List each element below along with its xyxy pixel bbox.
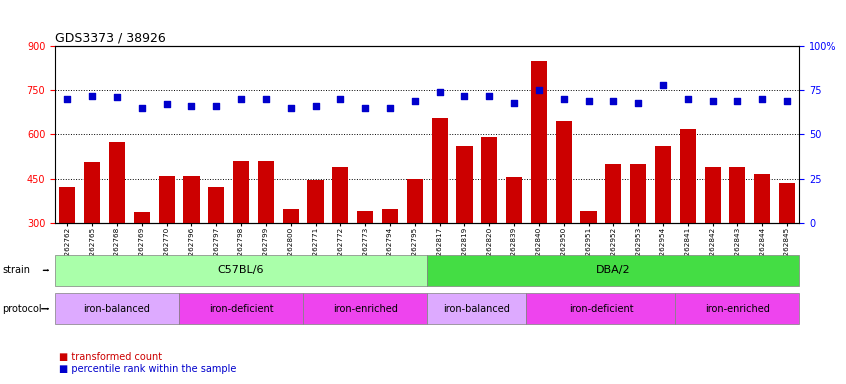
Bar xyxy=(506,177,522,223)
Point xyxy=(408,98,421,104)
Point xyxy=(731,98,744,104)
Bar xyxy=(208,187,224,223)
Point xyxy=(607,98,620,104)
Point xyxy=(309,103,322,109)
Bar xyxy=(258,161,274,223)
Point xyxy=(508,99,521,106)
Point xyxy=(383,105,397,111)
Text: protocol: protocol xyxy=(3,304,42,314)
Point xyxy=(61,96,74,102)
Point xyxy=(234,96,248,102)
Bar xyxy=(184,175,200,223)
Text: GDS3373 / 38926: GDS3373 / 38926 xyxy=(55,31,166,44)
Bar xyxy=(109,142,125,223)
Bar xyxy=(332,167,349,223)
Point xyxy=(656,82,670,88)
Bar xyxy=(679,129,696,223)
Point xyxy=(532,87,546,93)
Bar xyxy=(283,210,299,223)
Text: DBA/2: DBA/2 xyxy=(596,265,630,275)
Bar xyxy=(779,183,795,223)
Text: ■ transformed count: ■ transformed count xyxy=(59,352,162,362)
Point xyxy=(359,105,372,111)
Bar xyxy=(158,175,175,223)
Bar xyxy=(754,174,771,223)
Text: iron-deficient: iron-deficient xyxy=(569,304,634,314)
Text: ■ percentile rank within the sample: ■ percentile rank within the sample xyxy=(59,364,237,374)
Point xyxy=(557,96,570,102)
Bar xyxy=(556,121,572,223)
Bar xyxy=(233,161,250,223)
Point xyxy=(135,105,149,111)
Bar xyxy=(605,164,622,223)
Bar xyxy=(59,187,75,223)
Bar xyxy=(357,211,373,223)
Point xyxy=(458,93,471,99)
Bar xyxy=(407,179,423,223)
Point xyxy=(755,96,769,102)
Point xyxy=(433,89,447,95)
Bar xyxy=(481,137,497,223)
Point xyxy=(631,99,645,106)
Bar xyxy=(307,180,324,223)
Text: iron-enriched: iron-enriched xyxy=(332,304,398,314)
Text: C57BL/6: C57BL/6 xyxy=(218,265,264,275)
Point xyxy=(259,96,272,102)
Bar xyxy=(84,162,101,223)
Point xyxy=(184,103,198,109)
Bar xyxy=(630,164,646,223)
Bar xyxy=(729,167,745,223)
Point xyxy=(482,93,496,99)
Point xyxy=(333,96,347,102)
Text: iron-balanced: iron-balanced xyxy=(84,304,151,314)
Bar xyxy=(456,146,473,223)
Bar xyxy=(655,146,671,223)
Text: iron-deficient: iron-deficient xyxy=(209,304,273,314)
Bar xyxy=(530,61,547,223)
Bar xyxy=(382,210,398,223)
Point xyxy=(110,94,124,100)
Point xyxy=(210,103,223,109)
Text: strain: strain xyxy=(3,265,30,275)
Bar xyxy=(431,118,448,223)
Bar xyxy=(580,211,596,223)
Point xyxy=(706,98,719,104)
Text: iron-enriched: iron-enriched xyxy=(705,304,770,314)
Point xyxy=(582,98,596,104)
Text: iron-balanced: iron-balanced xyxy=(443,304,510,314)
Bar xyxy=(134,212,150,223)
Point xyxy=(780,98,794,104)
Point xyxy=(284,105,298,111)
Point xyxy=(85,93,99,99)
Point xyxy=(681,96,695,102)
Bar xyxy=(705,167,721,223)
Point xyxy=(160,101,173,108)
